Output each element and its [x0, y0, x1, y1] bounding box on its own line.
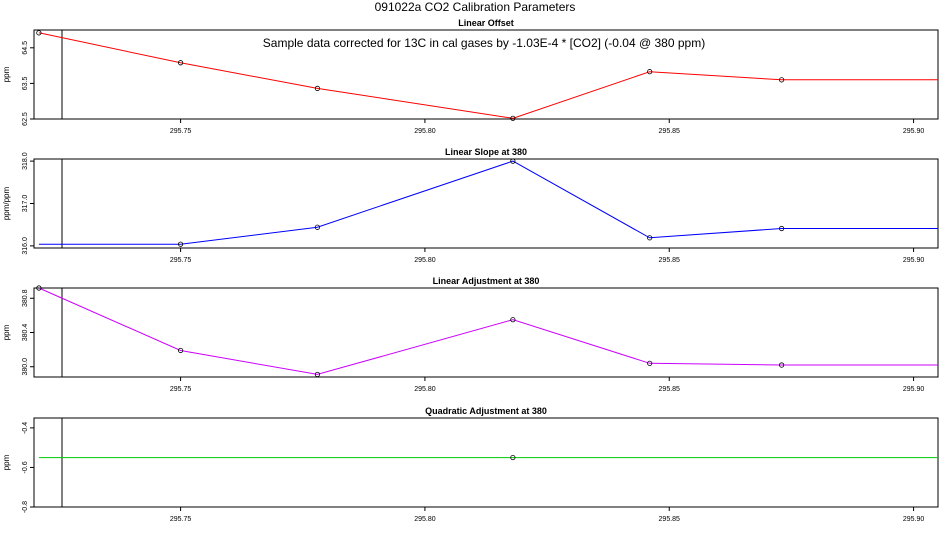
- x-tick-label: 295.85: [659, 128, 681, 135]
- panel-title: Linear Adjustment at 380: [433, 276, 540, 286]
- y-tick-label: 318.0: [22, 152, 29, 170]
- y-tick-label: 380.8: [22, 289, 29, 307]
- x-tick-label: 295.80: [414, 516, 436, 523]
- data-point: [779, 225, 785, 232]
- x-tick-label: 295.85: [659, 516, 681, 523]
- y-tick-label: 317.0: [22, 195, 29, 213]
- data-point: [510, 454, 516, 461]
- plot-frame: [33, 29, 939, 120]
- data-point: [314, 224, 321, 230]
- x-tick-label: 295.75: [170, 516, 192, 523]
- x-tick-label: 295.75: [170, 386, 192, 393]
- panel-title: Quadratic Adjustment at 380: [425, 406, 547, 416]
- y-tick-label: -0.8: [22, 501, 29, 513]
- data-point: [779, 77, 785, 83]
- data-point: [779, 362, 785, 368]
- series-line: [38, 32, 938, 119]
- x-tick-label: 295.90: [903, 257, 925, 264]
- correction-annotation: Sample data corrected for 13C in cal gas…: [263, 36, 705, 50]
- x-tick-label: 295.90: [903, 386, 925, 393]
- data-point: [177, 241, 184, 247]
- series-line: [38, 160, 938, 245]
- chart-panel-3: Linear Adjustment at 380 ppm 380.0 380.4 380…: [2, 276, 939, 393]
- x-tick-label: 295.80: [414, 386, 436, 393]
- x-tick-label: 295.80: [414, 257, 436, 264]
- y-tick-label: 62.5: [22, 112, 29, 126]
- data-point: [647, 235, 653, 241]
- x-tick-label: 295.75: [170, 257, 192, 264]
- data-point: [314, 371, 321, 378]
- panel-title: Linear Offset: [458, 18, 514, 28]
- y-tick-label: -0.6: [22, 461, 29, 473]
- data-point: [314, 85, 321, 91]
- data-point: [510, 317, 516, 323]
- plot-frame: [33, 158, 939, 249]
- y-tick-label: 64.5: [22, 41, 29, 55]
- x-tick-label: 295.90: [903, 516, 925, 523]
- y-axis-label: ppm: [2, 324, 11, 340]
- y-tick-label: -0.4: [22, 422, 29, 434]
- series-line: [38, 287, 938, 375]
- chart-panel-1: Linear Offset ppm 62.5 63.5 64.5 295.75 295.80…: [2, 18, 939, 135]
- data-point: [177, 347, 184, 354]
- x-tick-label: 295.85: [659, 257, 681, 264]
- data-point: [647, 360, 653, 366]
- y-axis-label: ppm: [2, 454, 11, 470]
- y-tick-label: 63.5: [22, 76, 29, 90]
- data-point: [36, 30, 42, 36]
- chart-panel-4: Quadratic Adjustment at 380 ppm -0.8 -0.6 -0…: [2, 406, 939, 523]
- plot-frame: [33, 287, 939, 378]
- y-axis-label: ppm: [2, 66, 11, 82]
- y-tick-label: 380.4: [22, 324, 29, 342]
- x-tick-label: 295.85: [659, 386, 681, 393]
- data-point: [177, 60, 184, 66]
- data-point: [36, 285, 42, 291]
- data-point: [647, 69, 653, 75]
- x-tick-label: 295.90: [903, 128, 925, 135]
- plot-frame: [33, 417, 939, 508]
- x-tick-label: 295.75: [170, 128, 192, 135]
- y-tick-label: 380.0: [22, 358, 29, 376]
- data-point: [510, 115, 516, 121]
- panel-title: Linear Slope at 380: [445, 147, 527, 157]
- chart-panel-2: Linear Slope at 380 ppm/ppm 316.0 317.0 318.…: [2, 147, 939, 264]
- y-tick-label: 316.0: [22, 237, 29, 255]
- y-axis-label: ppm/ppm: [2, 186, 11, 220]
- data-point: [510, 158, 516, 164]
- x-tick-label: 295.80: [414, 128, 436, 135]
- figure-title: 091022a CO2 Calibration Parameters: [374, 0, 576, 14]
